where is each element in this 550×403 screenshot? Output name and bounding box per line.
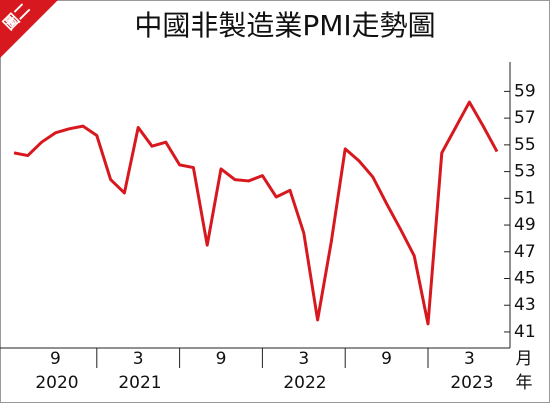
year-label: 2020 xyxy=(35,373,78,393)
year-label: 2021 xyxy=(118,373,161,393)
y-tick-label: 43 xyxy=(514,295,536,315)
y-tick-label: 41 xyxy=(514,322,536,342)
y-tick-label: 49 xyxy=(514,215,536,235)
x-tick-label: 3 xyxy=(133,349,144,369)
y-tick-label: 45 xyxy=(514,269,536,289)
x-tick-label: 3 xyxy=(464,349,475,369)
chart-title: 中國非製造業PMI走勢圖 xyxy=(134,9,435,42)
x-tick-label: 3 xyxy=(298,349,309,369)
year-unit: 年 xyxy=(516,373,533,393)
y-tick-label: 51 xyxy=(514,188,536,208)
y-tick-label: 59 xyxy=(514,81,536,101)
y-tick-label: 57 xyxy=(514,108,536,128)
year-label: 2023 xyxy=(450,373,493,393)
x-unit: 月 xyxy=(516,349,533,369)
y-tick-label: 53 xyxy=(514,162,536,182)
line xyxy=(13,100,499,326)
x-tick-label: 9 xyxy=(50,349,61,369)
y-tick-label: 55 xyxy=(514,135,536,155)
y-tick-label: 47 xyxy=(514,242,536,262)
year-label: 2022 xyxy=(283,373,326,393)
x-tick-label: 9 xyxy=(381,349,392,369)
x-tick-label: 9 xyxy=(216,349,227,369)
badge-bg xyxy=(0,0,58,58)
